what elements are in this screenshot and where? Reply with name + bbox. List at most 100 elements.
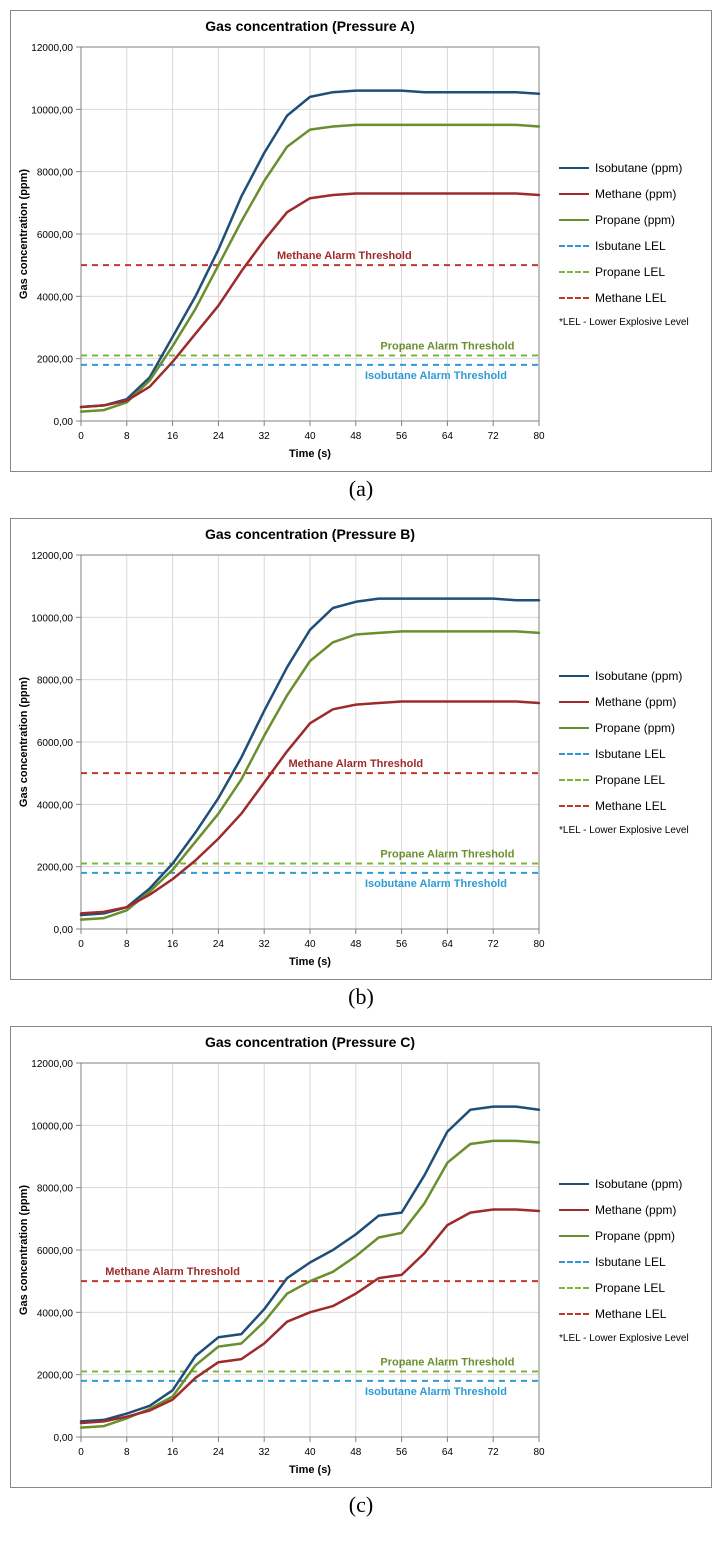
legend-item: Methane (ppm)	[559, 1203, 711, 1217]
x-tick-label: 8	[124, 1447, 130, 1458]
legend-swatch	[559, 1261, 589, 1263]
legend-item: Propane (ppm)	[559, 1229, 711, 1243]
legend-item: Isbutane LEL	[559, 1255, 711, 1269]
x-tick-label: 24	[213, 1447, 225, 1458]
legend-label: Methane (ppm)	[595, 695, 676, 709]
x-tick-label: 64	[442, 939, 454, 950]
chart-area: Methane Alarm Threshold Propane Alarm Thr…	[11, 519, 551, 979]
x-axis-label: Time (s)	[289, 1464, 331, 1476]
y-tick-label: 8000,00	[37, 676, 74, 687]
threshold-label-methane: Methane Alarm Threshold	[277, 250, 412, 262]
chart-svg: Methane Alarm ThresholdPropane Alarm Thr…	[11, 1027, 551, 1487]
legend-item: Isbutane LEL	[559, 747, 711, 761]
y-tick-label: 8000,00	[37, 168, 74, 179]
legend-item: Propane LEL	[559, 773, 711, 787]
legend-label: Methane (ppm)	[595, 1203, 676, 1217]
x-tick-label: 0	[78, 1447, 84, 1458]
y-axis-label: Gas concentration (ppm)	[18, 169, 30, 300]
legend-item: Methane (ppm)	[559, 187, 711, 201]
legend-label: Isobutane (ppm)	[595, 669, 682, 683]
legend-label: Isobutane (ppm)	[595, 1177, 682, 1191]
legend-swatch	[559, 727, 589, 729]
legend-item: Isobutane (ppm)	[559, 669, 711, 683]
x-tick-label: 16	[167, 939, 179, 950]
x-tick-label: 40	[304, 431, 316, 442]
legend: Isobutane (ppm) Methane (ppm) Propane (ppm…	[551, 11, 711, 471]
x-tick-label: 64	[442, 431, 454, 442]
threshold-label-propane: Propane Alarm Threshold	[380, 849, 514, 861]
x-tick-label: 48	[350, 431, 362, 442]
legend-item: Methane LEL	[559, 291, 711, 305]
x-tick-label: 80	[533, 431, 545, 442]
x-tick-label: 72	[488, 939, 500, 950]
panel-b: Methane Alarm Threshold Propane Alarm Thr…	[10, 518, 712, 980]
threshold-label-propane: Propane Alarm Threshold	[380, 1357, 514, 1369]
legend-label: Propane (ppm)	[595, 1229, 675, 1243]
x-tick-label: 32	[259, 431, 271, 442]
legend-label: Propane LEL	[595, 1281, 665, 1295]
y-tick-label: 0,00	[54, 1433, 74, 1444]
x-tick-label: 24	[213, 939, 225, 950]
y-tick-label: 4000,00	[37, 292, 74, 303]
y-tick-label: 0,00	[54, 925, 74, 936]
chart-title: Gas concentration (Pressure A)	[205, 18, 415, 34]
threshold-label-methane: Methane Alarm Threshold	[288, 758, 423, 770]
legend-label: Propane (ppm)	[595, 721, 675, 735]
x-tick-label: 56	[396, 1447, 408, 1458]
y-tick-label: 4000,00	[37, 800, 74, 811]
x-tick-label: 40	[304, 1447, 316, 1458]
x-tick-label: 16	[167, 1447, 179, 1458]
legend-label: Methane (ppm)	[595, 187, 676, 201]
chart-svg: Methane Alarm Threshold Propane Alarm Thr…	[11, 11, 551, 471]
legend-item: Isobutane (ppm)	[559, 161, 711, 175]
y-tick-label: 12000,00	[31, 1059, 73, 1070]
threshold-label-propane: Propane Alarm Threshold	[380, 341, 514, 353]
x-tick-label: 8	[124, 939, 130, 950]
legend-swatch	[559, 753, 589, 755]
legend-label: Methane LEL	[595, 799, 666, 813]
legend-swatch	[559, 297, 589, 299]
legend-note: *LEL - Lower Explosive Level	[559, 317, 711, 328]
legend-swatch	[559, 245, 589, 247]
y-tick-label: 2000,00	[37, 355, 74, 366]
legend: Isobutane (ppm) Methane (ppm) Propane (ppm…	[551, 519, 711, 979]
legend: Isobutane (ppm) Methane (ppm) Propane (ppm…	[551, 1027, 711, 1487]
y-tick-label: 2000,00	[37, 863, 74, 874]
x-tick-label: 0	[78, 431, 84, 442]
legend-label: Isbutane LEL	[595, 239, 666, 253]
legend-swatch	[559, 1287, 589, 1289]
legend-label: Propane (ppm)	[595, 213, 675, 227]
chart-area: Methane Alarm Threshold Propane Alarm Thr…	[11, 11, 551, 471]
x-tick-label: 48	[350, 1447, 362, 1458]
legend-label: Methane LEL	[595, 291, 666, 305]
x-tick-label: 0	[78, 939, 84, 950]
legend-swatch	[559, 1235, 589, 1237]
legend-label: Methane LEL	[595, 1307, 666, 1321]
legend-swatch	[559, 701, 589, 703]
threshold-label-isobutane: Isobutane Alarm Threshold	[365, 878, 507, 890]
x-tick-label: 32	[259, 939, 271, 950]
y-tick-label: 0,00	[54, 417, 74, 428]
y-tick-label: 10000,00	[31, 1121, 73, 1132]
legend-label: Isbutane LEL	[595, 1255, 666, 1269]
y-axis-label: Gas concentration (ppm)	[18, 1185, 30, 1316]
legend-note: *LEL - Lower Explosive Level	[559, 1333, 711, 1344]
y-tick-label: 2000,00	[37, 1371, 74, 1382]
x-tick-label: 72	[488, 1447, 500, 1458]
x-axis-label: Time (s)	[289, 956, 331, 968]
legend-item: Isbutane LEL	[559, 239, 711, 253]
x-tick-label: 64	[442, 1447, 454, 1458]
x-tick-label: 72	[488, 431, 500, 442]
legend-swatch	[559, 1313, 589, 1315]
y-tick-label: 4000,00	[37, 1308, 74, 1319]
y-tick-label: 8000,00	[37, 1184, 74, 1195]
x-axis-label: Time (s)	[289, 448, 331, 460]
figure: Methane Alarm Threshold Propane Alarm Thr…	[10, 10, 712, 1518]
x-tick-label: 24	[213, 431, 225, 442]
y-tick-label: 6000,00	[37, 230, 74, 241]
y-tick-label: 10000,00	[31, 105, 73, 116]
panel-c: Methane Alarm ThresholdPropane Alarm Thr…	[10, 1026, 712, 1488]
chart-title: Gas concentration (Pressure B)	[205, 526, 415, 542]
y-tick-label: 6000,00	[37, 1246, 74, 1257]
x-tick-label: 8	[124, 431, 130, 442]
